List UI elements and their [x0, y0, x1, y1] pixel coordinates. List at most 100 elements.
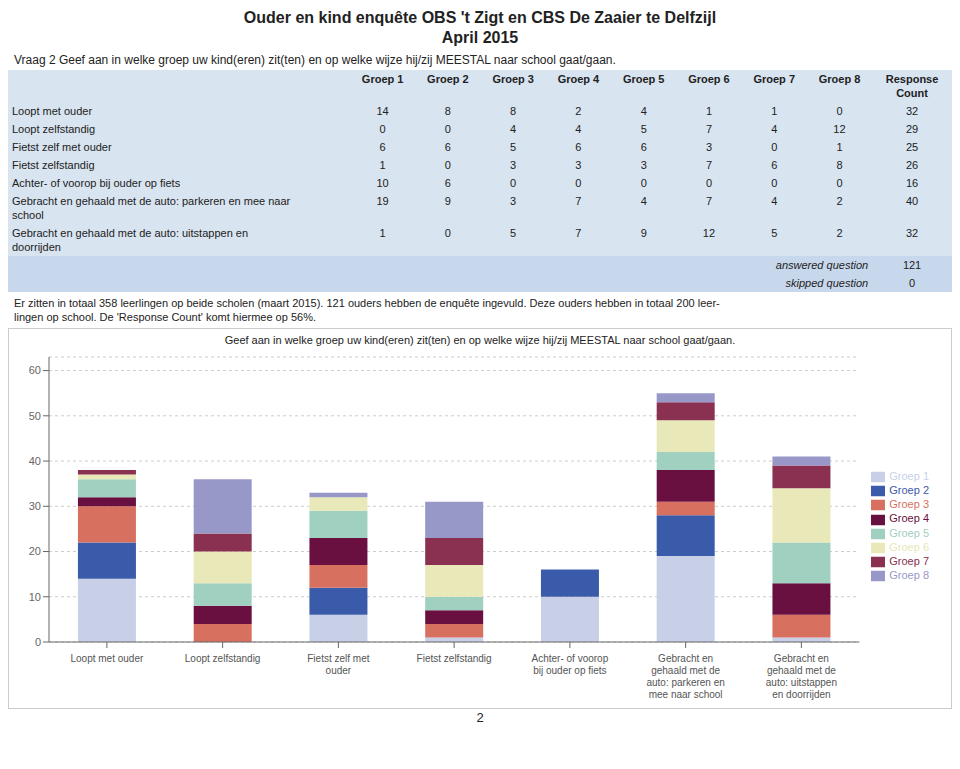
- html-text:6: 6: [444, 177, 451, 189]
- html-text:9: 9: [444, 195, 451, 207]
- svg-text:0: 0: [35, 636, 41, 648]
- html-text:Groep 1: Groep 1: [889, 470, 929, 483]
- html-text:Vraag 2 Geef aan in welke groe: Vraag 2 Geef aan in welke groep uw kind(…: [14, 53, 616, 67]
- html-text:Groep 8: Groep 8: [889, 568, 929, 581]
- html-text:4: 4: [575, 123, 582, 135]
- svg-text:40: 40: [29, 455, 41, 467]
- svg-text:Achter- of vooropbij ouder op: Achter- of vooropbij ouder op fiets: [532, 653, 609, 676]
- html-text:16: 16: [905, 177, 919, 189]
- html-text:Groep 6: Groep 6: [889, 540, 929, 553]
- html-text:3: 3: [510, 159, 517, 171]
- html-text:Groep 4: Groep 4: [889, 512, 929, 525]
- html-text:3: 3: [575, 159, 582, 171]
- html-text:7: 7: [575, 195, 582, 207]
- svg-text:50: 50: [29, 410, 41, 422]
- html-text:1: 1: [771, 105, 778, 117]
- html-text:29: 29: [905, 123, 919, 135]
- html-text:32: 32: [905, 227, 919, 239]
- html-text:0: 0: [771, 141, 778, 153]
- html-text:Ouder en kind enquête OBS 't Z: Ouder en kind enquête OBS 't Zigt en CBS…: [243, 9, 717, 26]
- html-text:4: 4: [771, 123, 778, 135]
- html-text:26: 26: [905, 159, 919, 171]
- html-text:Groep 5: Groep 5: [622, 73, 665, 85]
- html-text:121: 121: [902, 259, 922, 271]
- html-text:April 2015: April 2015: [441, 29, 519, 46]
- html-text:5: 5: [640, 123, 647, 135]
- html-text:lingen op school. De 'Response: lingen op school. De 'Response Count' ko…: [14, 311, 316, 323]
- html-text:6: 6: [379, 141, 386, 153]
- html-text:Gebracht en gehaald met de aut: Gebracht en gehaald met de auto: parkere…: [12, 195, 291, 221]
- html-text:14: 14: [376, 105, 389, 117]
- html-text:0: 0: [575, 177, 582, 189]
- html-text:12: 12: [702, 227, 716, 239]
- html-text:4: 4: [510, 123, 517, 135]
- html-text:Response Count: Response Count: [885, 73, 939, 99]
- html-text:Gebracht en gehaald met de aut: Gebracht en gehaald met de auto: uitstap…: [12, 227, 249, 253]
- html-text:skipped question: skipped question: [785, 277, 869, 289]
- html-text:12: 12: [833, 123, 846, 135]
- html-text:4: 4: [640, 105, 647, 117]
- html-text:1: 1: [836, 141, 843, 153]
- html-text:Groep 1: Groep 1: [361, 73, 404, 85]
- html-text:3: 3: [705, 141, 712, 153]
- html-text:Groep 7: Groep 7: [753, 73, 795, 85]
- html-text:6: 6: [771, 159, 778, 171]
- html-text:Loopt zelfstandig: Loopt zelfstandig: [12, 123, 96, 135]
- html-text:Groep 3: Groep 3: [492, 73, 534, 85]
- html-text:7: 7: [705, 123, 712, 135]
- html-text:19: 19: [376, 195, 389, 207]
- html-text:Fietst zelfstandig: Fietst zelfstandig: [12, 159, 95, 171]
- html-text:8: 8: [444, 105, 451, 117]
- html-text:Achter- of voorop bij ouder op: Achter- of voorop bij ouder op fiets: [12, 177, 181, 189]
- html-text:Groep 3: Groep 3: [889, 498, 929, 511]
- svg-text:20: 20: [29, 545, 41, 557]
- html-text:32: 32: [905, 105, 919, 117]
- html-text:7: 7: [705, 159, 712, 171]
- html-text:0: 0: [379, 123, 386, 135]
- html-text:0: 0: [510, 177, 517, 189]
- svg-text:Loopt zelfstandig: Loopt zelfstandig: [185, 653, 261, 664]
- html-text:8: 8: [836, 159, 843, 171]
- html-text:6: 6: [444, 141, 451, 153]
- html-text:Loopt met ouder: Loopt met ouder: [12, 105, 93, 117]
- html-text:6: 6: [640, 141, 647, 153]
- html-text:40: 40: [905, 195, 919, 207]
- html-text:Er zitten in totaal 358 leerli: Er zitten in totaal 358 leerlingen op be…: [14, 297, 720, 309]
- html-text:0: 0: [705, 177, 712, 189]
- html-text:0: 0: [771, 177, 778, 189]
- html-text:2: 2: [476, 710, 484, 725]
- html-text:3: 3: [510, 195, 517, 207]
- html-text:6: 6: [575, 141, 582, 153]
- svg-text:30: 30: [29, 500, 41, 512]
- html-text:0: 0: [444, 123, 451, 135]
- html-text:Groep 8: Groep 8: [818, 73, 861, 85]
- html-text:Groep 4: Groep 4: [557, 73, 600, 85]
- svg-text:10: 10: [29, 591, 41, 603]
- html-text:2: 2: [575, 105, 582, 117]
- html-text:0: 0: [444, 159, 451, 171]
- html-text:Groep 2: Groep 2: [427, 73, 469, 85]
- svg-text:Loopt met ouder: Loopt met ouder: [70, 653, 143, 664]
- html-text:Groep 2: Groep 2: [889, 484, 929, 497]
- svg-text:Gebracht engehaald met deauto:: Gebracht engehaald met deauto: parkeren …: [646, 653, 724, 700]
- html-text:8: 8: [510, 105, 517, 117]
- html-text:Fietst zelf met ouder: Fietst zelf met ouder: [12, 141, 112, 153]
- html-text:25: 25: [905, 141, 919, 153]
- svg-text:Gebracht engehaald met deauto:: Gebracht engehaald met deauto: uitstappe…: [766, 653, 837, 700]
- html-text:Groep 7: Groep 7: [889, 554, 929, 567]
- html-text:0: 0: [640, 177, 647, 189]
- html-text:5: 5: [510, 141, 517, 153]
- html-text:10: 10: [376, 177, 389, 189]
- svg-text:Fietst zelfstandig: Fietst zelfstandig: [417, 653, 492, 664]
- html-text:1: 1: [705, 105, 712, 117]
- html-text:0: 0: [836, 105, 843, 117]
- svg-text:60: 60: [29, 364, 41, 376]
- html-text:answered question: answered question: [775, 259, 869, 271]
- svg-text:Fietst zelf metouder: Fietst zelf metouder: [307, 653, 369, 676]
- html-text:0: 0: [836, 177, 843, 189]
- html-text:3: 3: [640, 159, 647, 171]
- html-text:Geef aan in welke groep uw kin: Geef aan in welke groep uw kind(eren) zi…: [224, 334, 736, 346]
- html-text:1: 1: [379, 159, 386, 171]
- html-text:Groep 5: Groep 5: [889, 526, 929, 539]
- html-text:Groep 6: Groep 6: [688, 73, 730, 85]
